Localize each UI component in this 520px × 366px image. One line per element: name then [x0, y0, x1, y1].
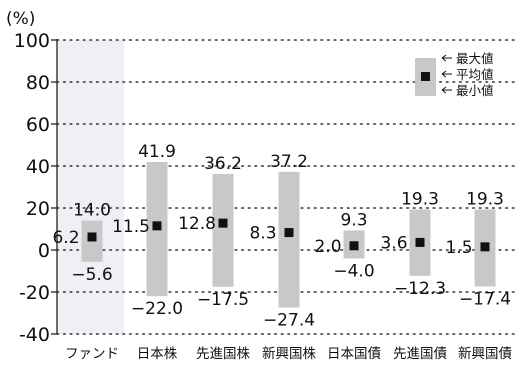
- max-value-label: 19.3: [401, 189, 439, 209]
- category-label: 日本株: [137, 346, 178, 362]
- y-tick-label: -40: [19, 324, 50, 346]
- y-axis-unit: (%): [6, 9, 35, 29]
- average-value-label: 11.5: [112, 217, 150, 237]
- category-label: 先進国株: [196, 346, 250, 362]
- average-marker: [152, 221, 162, 231]
- average-marker: [415, 237, 425, 247]
- category-label: 新興国債: [458, 346, 512, 362]
- legend-arrow-head: [441, 54, 447, 62]
- range-bar: [278, 171, 300, 308]
- fund-highlight-band: [57, 40, 124, 334]
- max-value-label: 36.2: [204, 154, 242, 174]
- average-marker: [284, 228, 294, 238]
- range-bars: 14.0 −5.6 6.2 41.9 −22.0 11.5 36.2 −17.5 12.8 37.…: [52, 142, 511, 331]
- min-value-label: −4.0: [333, 261, 374, 281]
- average-value-label: 1.5: [445, 238, 472, 258]
- average-marker: [349, 241, 359, 251]
- max-value-label: 9.3: [340, 210, 367, 230]
- min-value-label: −12.3: [394, 279, 446, 299]
- y-tick-label: 40: [26, 156, 50, 178]
- average-value-label: 3.6: [380, 233, 407, 253]
- min-value-label: −5.6: [71, 265, 112, 285]
- category-labels: ファンド 日本株 先進国株 新興国株 日本国債 先進国債 新興国債: [65, 346, 512, 362]
- average-marker: [480, 242, 490, 252]
- y-tick-label: 60: [26, 114, 50, 136]
- min-value-label: −22.0: [131, 299, 183, 319]
- legend-average-marker: [421, 72, 430, 81]
- category-label: 日本国債: [327, 346, 381, 362]
- legend-arrow-head: [441, 70, 447, 78]
- legend-arrow-head: [441, 86, 447, 94]
- y-tick-label: 0: [38, 240, 50, 262]
- legend-item-label: 平均値: [456, 67, 494, 82]
- y-tick-label: 100: [14, 30, 50, 52]
- average-value-label: 2.0: [314, 237, 341, 257]
- average-value-label: 12.8: [178, 214, 216, 234]
- average-value-label: 6.2: [52, 228, 79, 248]
- category-label: 先進国債: [393, 346, 447, 362]
- grid-lines: [51, 39, 517, 335]
- average-marker: [87, 232, 97, 242]
- max-value-label: 41.9: [138, 142, 176, 162]
- y-tick-label: -20: [19, 282, 50, 304]
- average-marker: [218, 218, 228, 228]
- average-value-label: 8.3: [249, 224, 276, 244]
- legend-item-label: 最大値: [456, 51, 494, 66]
- category-label: 新興国株: [262, 346, 316, 362]
- min-value-label: −17.4: [459, 290, 511, 310]
- legend-item-label: 最小値: [456, 83, 494, 98]
- range-bar: [212, 173, 234, 287]
- max-value-label: 37.2: [270, 152, 308, 172]
- min-value-label: −27.4: [263, 311, 315, 331]
- min-value-label: −17.5: [197, 290, 249, 310]
- y-tick-label: 20: [26, 198, 50, 220]
- max-value-label: 19.3: [466, 189, 504, 209]
- y-tick-label: 80: [26, 72, 50, 94]
- y-tick-labels: 100 80 60 40 20 0 -20 -40: [14, 30, 50, 346]
- max-value-label: 14.0: [73, 201, 111, 221]
- category-label: ファンド: [65, 346, 119, 362]
